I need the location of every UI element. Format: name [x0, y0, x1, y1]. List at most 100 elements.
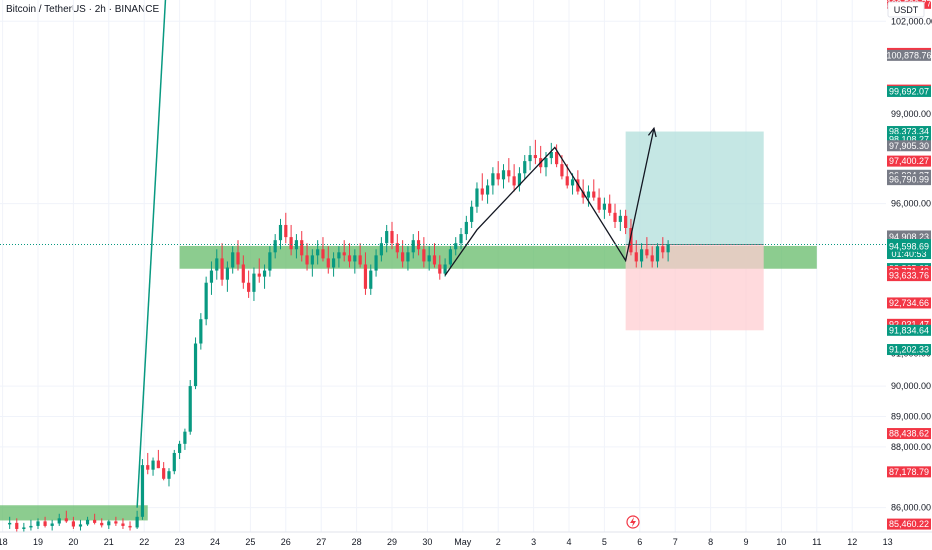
candle-body [135, 516, 139, 528]
lightning-icon[interactable] [626, 515, 640, 529]
candle [156, 449, 160, 469]
candle [225, 261, 229, 292]
candle-body [326, 258, 330, 268]
candle-body [358, 255, 362, 265]
price-badge-label: 99,692.07 [889, 86, 929, 96]
time-tick-label: 21 [104, 537, 114, 547]
time-axis: 18 19 20 21 22 23 24 25 26 27 28 29 30 May 2 3 4 5 6 7 8 9 10 1… [0, 531, 932, 550]
price-badge-label: 98,373.34 [889, 127, 929, 137]
candle-body [395, 243, 399, 253]
candle-body [193, 343, 198, 387]
candle [36, 518, 40, 529]
candle-body [29, 525, 33, 528]
candle-body [586, 191, 591, 198]
candle-body [480, 188, 484, 195]
candle-body [273, 240, 277, 253]
candle-body [204, 282, 208, 320]
candle-body [50, 523, 54, 526]
candle [549, 142, 553, 165]
candle-body [310, 255, 314, 265]
candle-body [36, 521, 40, 526]
candle [121, 518, 125, 529]
candle-body [289, 237, 293, 250]
candle [57, 513, 61, 526]
candle [491, 167, 495, 195]
candle [485, 179, 490, 204]
candle-body [581, 191, 585, 198]
price-badge-label: 87,178.79 [889, 467, 929, 477]
time-tick-label: 28 [352, 537, 362, 547]
currency-label: USDT [894, 5, 919, 15]
price-badge-bg [887, 240, 931, 252]
candle-body [8, 522, 12, 525]
candle [178, 440, 182, 460]
candle-body [517, 173, 522, 186]
price-badge: 91,202.33 [887, 344, 931, 356]
time-tick-label: 18 [0, 537, 8, 547]
candle-body [406, 252, 410, 262]
candle [347, 243, 352, 268]
time-tick-label: 2 [496, 537, 501, 547]
candle [114, 516, 118, 526]
candle-body [278, 224, 283, 241]
candle-body [655, 246, 660, 262]
support-zone [0, 505, 148, 521]
time-tick-label: 13 [883, 537, 893, 547]
candle [624, 209, 628, 235]
candle [496, 161, 500, 186]
candle [358, 243, 362, 268]
candle-body [528, 155, 532, 162]
time-tick-label: 12 [847, 537, 857, 547]
candle-body [15, 522, 19, 529]
candle-body [501, 170, 506, 180]
candle [438, 255, 442, 280]
price-badge: 96,790.99 [887, 174, 931, 186]
candle-body [257, 273, 261, 277]
candle-body [475, 188, 479, 207]
candle [390, 221, 394, 250]
candle [501, 164, 506, 189]
candle [374, 249, 378, 277]
candle-body [241, 264, 245, 283]
price-tick-label: 96,000.00 [891, 199, 931, 209]
price-badge-bg [887, 518, 931, 530]
candle-body [220, 258, 224, 280]
price-badge-label: 88,438.62 [889, 429, 929, 439]
candle-body [597, 197, 601, 210]
price-badge: 92,734.66 [887, 297, 931, 309]
candle-body [576, 179, 580, 192]
candle [533, 139, 537, 165]
candle-body [374, 255, 378, 271]
price-badge-bg [887, 126, 931, 138]
candle [326, 246, 330, 274]
currency-button[interactable]: USDT [887, 1, 925, 18]
candle-body [215, 258, 219, 271]
candle [241, 255, 245, 289]
candle [411, 234, 415, 259]
time-tick-label: May [454, 537, 472, 547]
candle-body [618, 215, 622, 222]
candle-body [337, 252, 341, 259]
time-tick-label: 30 [422, 537, 432, 547]
arrow-head [647, 126, 657, 138]
price-badge: 94,598.69 [887, 240, 931, 252]
price-badge: 87,178.79 [887, 466, 931, 478]
price-badge: 99,692.07 [887, 85, 931, 97]
candle [480, 173, 484, 201]
candle-body [592, 191, 596, 198]
candle [300, 231, 304, 262]
candle-body [353, 255, 357, 262]
candle [128, 521, 132, 531]
candle [592, 179, 596, 201]
candle-body [140, 465, 145, 517]
candle [305, 243, 309, 271]
candle-body [459, 234, 463, 244]
candle [215, 249, 219, 280]
candle [613, 203, 617, 228]
price-badge: 100,878.76 [886, 49, 932, 61]
chart-title: Bitcoin / TetherUS · 2h · BINANCE [6, 4, 160, 15]
candle [655, 243, 660, 268]
time-tick-label: 24 [210, 537, 220, 547]
candle [416, 231, 421, 256]
